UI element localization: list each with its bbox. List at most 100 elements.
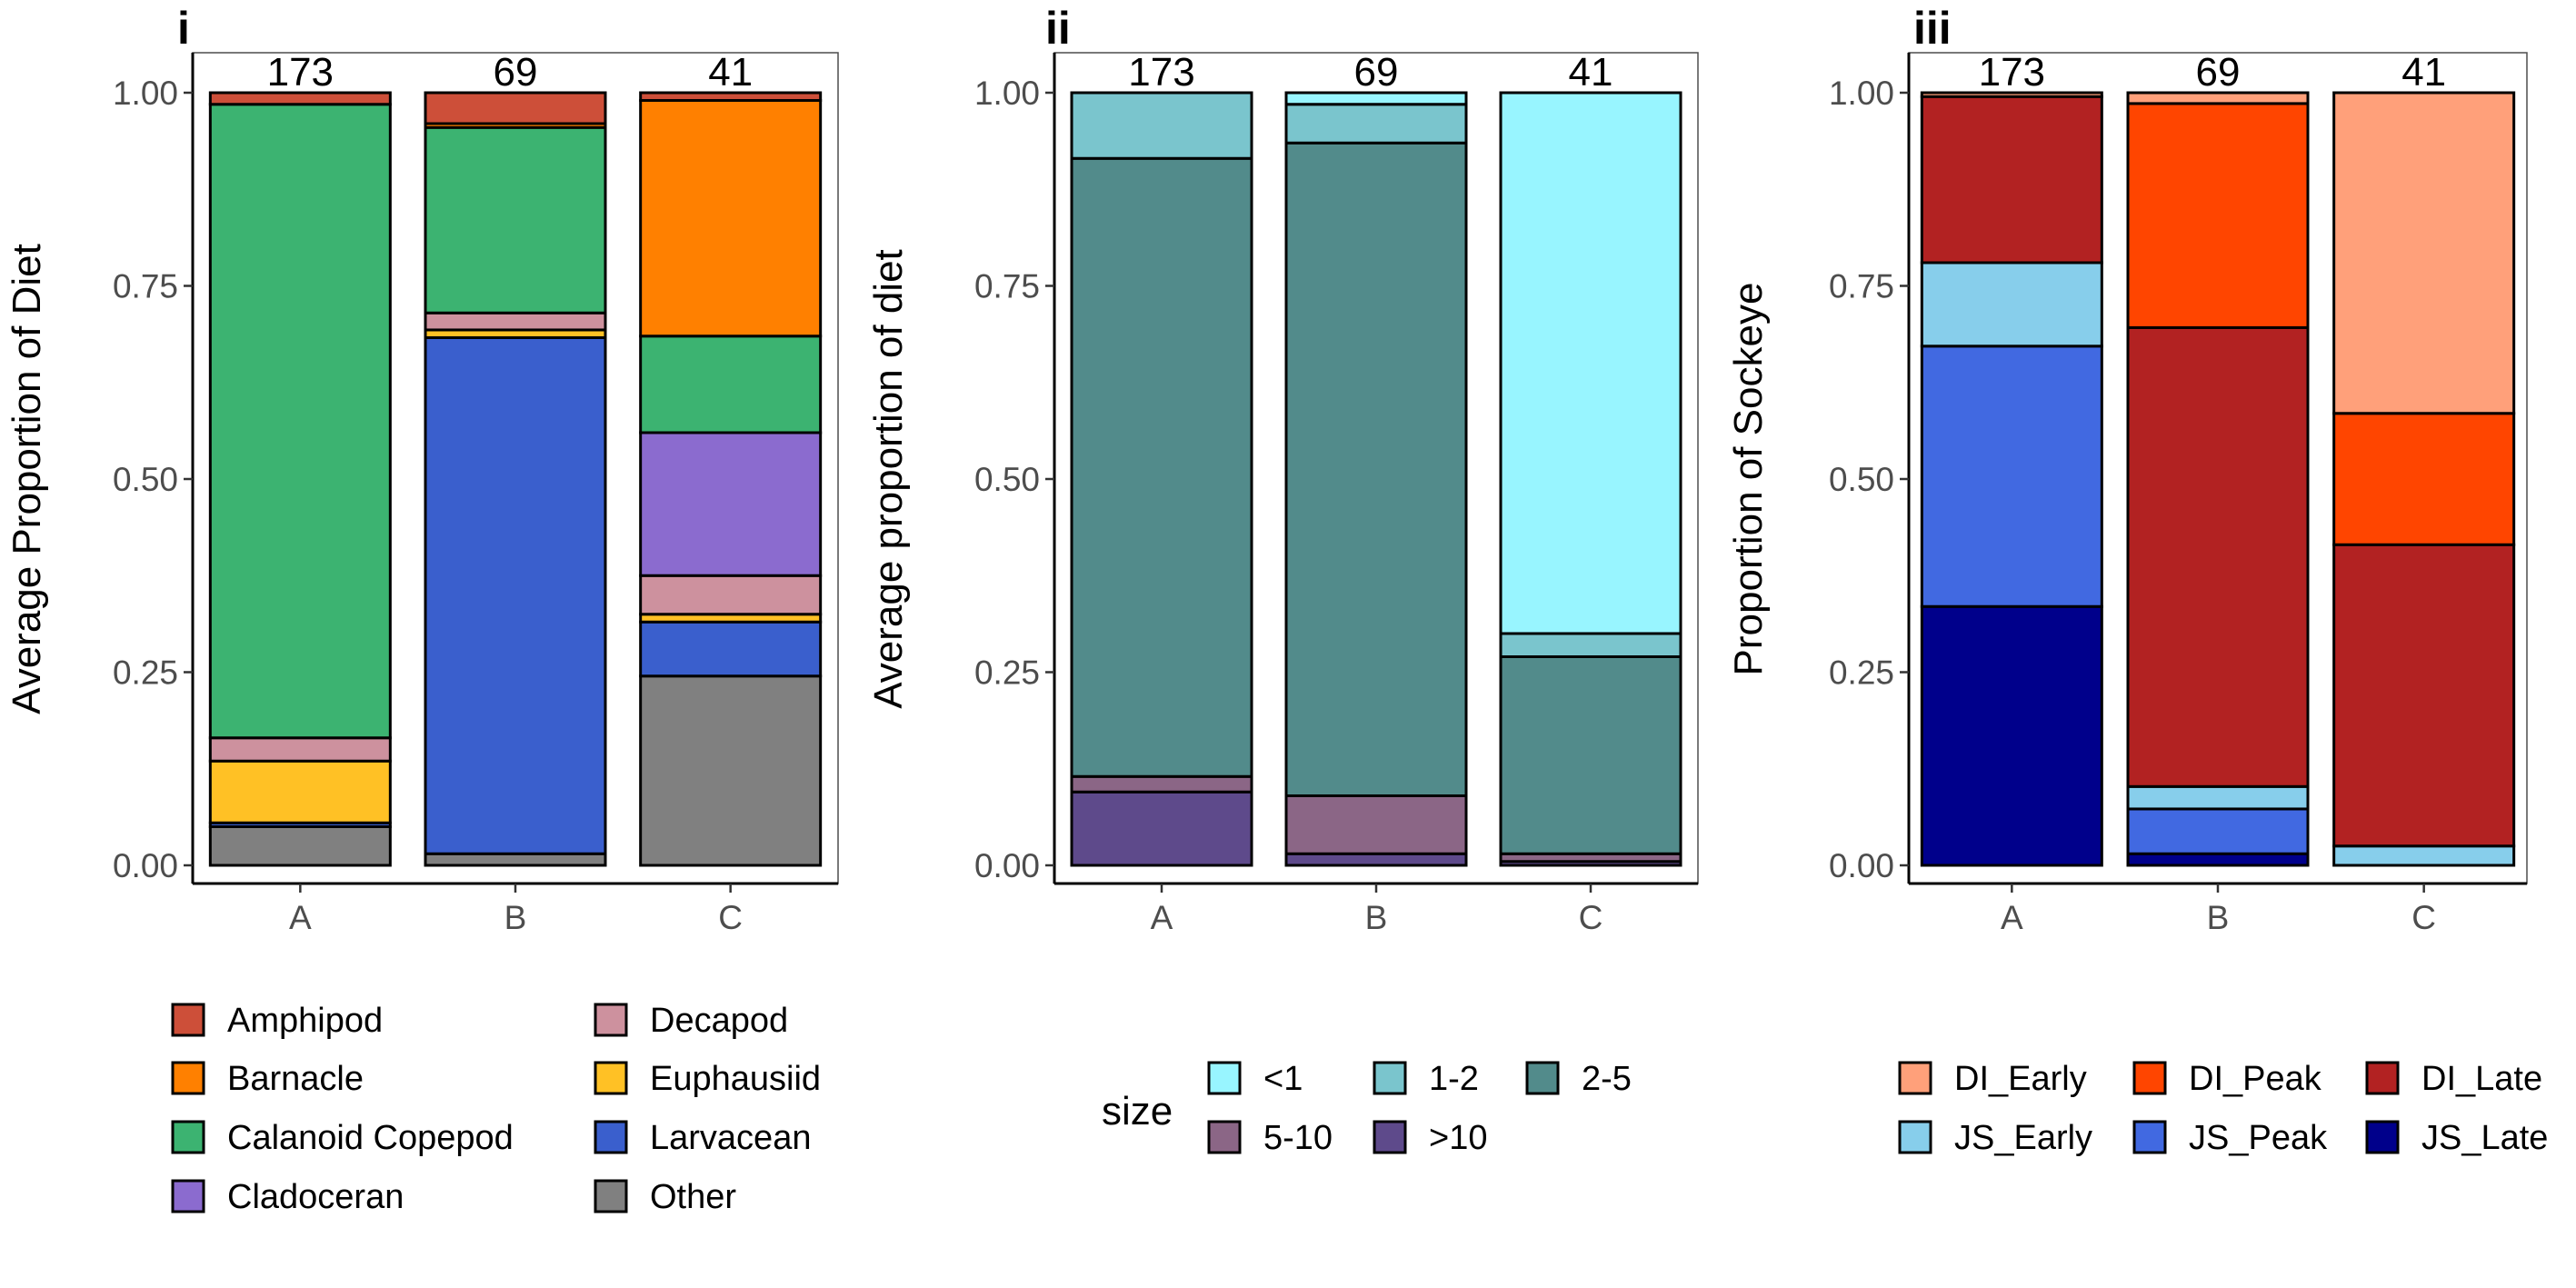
panel-ii: 0.00 0.25 0.50 0.75 1.00 A 173 B 69 C 41 Average pr… [866,3,1699,936]
x-tick-label: C [1579,899,1603,936]
legend-label: Barnacle [227,1060,364,1098]
y-tick-label: 0.25 [113,654,178,692]
legend-item: Euphausiid [594,1060,821,1098]
bar-segment-js-late-a [1920,604,2103,867]
panel-label: iii [1913,3,1952,54]
legend-label: Calanoid Copepod [227,1119,514,1157]
bar-segment-5-10-a [1070,774,1253,794]
bar-segment-js-peak-b [2126,807,2310,855]
legend-swatch [2132,1120,2167,1154]
legend-swatch [1525,1061,1560,1095]
bar-segment-di-early-b [2126,91,2310,105]
legend-label: Amphipod [227,1002,383,1040]
legend-item: 1-2 [1373,1060,1479,1098]
legend-item: Cladoceran [171,1178,404,1216]
legend-swatch [2365,1061,2400,1095]
bar-segment-larvacean-c [639,620,823,678]
legend-swatch [1207,1061,1242,1095]
sample-size-label: 69 [494,50,538,95]
bar-segment-di-peak-c [2332,412,2516,546]
y-tick-label: 0.75 [113,268,178,305]
y-tick-label: 1.00 [1829,75,1894,112]
legend-swatch [171,1179,205,1213]
legend-swatch [594,1120,628,1154]
x-tick-label: B [1365,899,1388,936]
bar-segment-decapod-b [424,311,607,332]
bar-segment-amphipod-c [639,91,823,102]
legend-label: 5-10 [1263,1119,1333,1157]
legend-swatch [171,1061,205,1095]
y-tick-label: 0.00 [974,847,1040,884]
legend-item: Larvacean [594,1119,811,1157]
bar-segment-decapod-c [639,574,823,616]
bar-segment-calanoid-copepod-a [208,103,392,740]
legend-label: DI_Peak [2189,1060,2322,1098]
y-tick-label: 0.00 [113,847,178,884]
sample-size-label: 69 [2196,50,2241,95]
legend-label: <1 [1263,1060,1303,1098]
bar-segment-js-early-a [1920,261,2103,348]
legend-swatch [594,1061,628,1095]
legend-swatch [1898,1120,1932,1154]
panel-i: 0.00 0.25 0.50 0.75 1.00 A 173 B 69 C 41 Average Pr… [5,3,839,936]
bar-segment-js-late-b [2126,852,2310,867]
legend-label: Other [650,1178,736,1216]
legend-item: JS_Early [1898,1119,2092,1157]
bar-segment--1-c [1499,91,1682,635]
bar-segment--1-b [1284,91,1468,106]
legend-title: size [1102,1089,1173,1133]
legend-item: 5-10 [1207,1119,1333,1157]
legend-label: JS_Early [1954,1119,2092,1157]
legend-label: 2-5 [1582,1060,1632,1098]
legend-item: DI_Peak [2132,1060,2322,1098]
y-tick-label: 0.50 [1829,461,1894,498]
legend-item: DI_Early [1898,1060,2087,1098]
legend-item: JS_Peak [2132,1119,2328,1157]
bar-segment-cladoceran-c [639,431,823,577]
legend-swatch [2132,1061,2167,1095]
y-tick-label: 0.00 [1829,847,1894,884]
legend-swatch [1898,1061,1932,1095]
bar-segment-2-5-c [1499,655,1682,855]
y-tick-label: 1.00 [113,75,178,112]
bar-segment-other-a [208,825,392,867]
bar-segment-js-peak-a [1920,344,2103,608]
y-tick-label: 1.00 [974,75,1040,112]
legend-item: Amphipod [171,1002,383,1040]
y-tick-label: 0.75 [974,268,1040,305]
legend-swatch [2365,1120,2400,1154]
legend-item: Barnacle [171,1060,364,1098]
legend-ii: size <1 1-2 2-5 5-10 >10 [1102,1060,1632,1157]
sample-size-label: 41 [1569,50,1613,95]
y-tick-label: 0.25 [1829,654,1894,692]
panel-label: ii [1045,3,1071,54]
bar-segment-amphipod-b [424,91,607,125]
bar-segment-js-early-b [2126,784,2310,811]
x-tick-label: C [718,899,743,936]
x-tick-label: B [2207,899,2230,936]
x-tick-label: A [289,899,312,936]
sample-size-label: 173 [267,50,334,95]
y-tick-label: 0.25 [974,654,1040,692]
y-axis-title: Proportion of Sockeye [1726,283,1771,676]
sample-size-label: 41 [2401,50,2446,95]
bar-segment-other-b [424,852,607,867]
legend-label: JS_Late [2421,1119,2548,1157]
bar-segment--10-a [1070,790,1253,867]
legend-item: <1 [1207,1060,1303,1098]
bar-segment-other-c [639,674,823,867]
bar-segment-di-late-b [2126,325,2310,788]
y-tick-label: 0.50 [974,461,1040,498]
legend-item: DI_Late [2365,1060,2542,1098]
legend-swatch [1207,1120,1242,1154]
legend-label: DI_Early [1954,1060,2087,1098]
bar-segment-calanoid-copepod-b [424,125,607,315]
bar-segment-js-early-c [2332,844,2516,867]
bar-segment-larvacean-b [424,335,607,855]
legend-swatch [1373,1061,1407,1095]
y-axis-title: Average proportion of diet [866,249,911,709]
sample-size-label: 69 [1354,50,1399,95]
bar-segment-5-10-b [1284,794,1468,855]
y-tick-label: 0.75 [1829,268,1894,305]
